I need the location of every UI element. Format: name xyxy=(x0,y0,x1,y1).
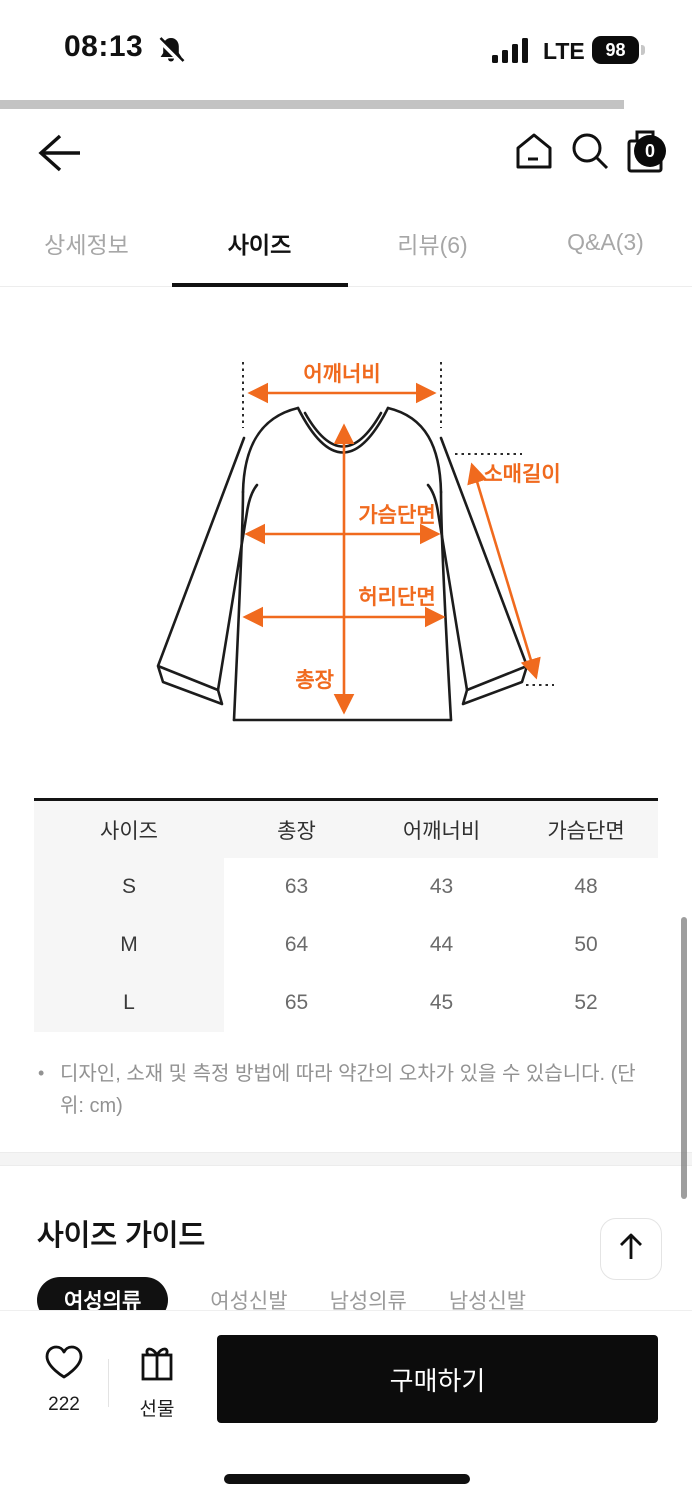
status-bar: 08:13 LTE 98 xyxy=(0,0,692,96)
label-sleeve-length: 소매길이 xyxy=(483,463,560,486)
search-button[interactable] xyxy=(562,123,618,183)
purchase-bar: 222 선물 구매하기 xyxy=(0,1310,692,1500)
like-button[interactable]: 222 xyxy=(34,1345,94,1416)
label-chest-width: 가슴단면 xyxy=(358,504,435,527)
chest-cell: 50 xyxy=(574,933,598,956)
scroll-to-top-button[interactable] xyxy=(600,1218,662,1280)
tab-reviews[interactable]: 리뷰(6) xyxy=(397,231,468,258)
like-count: 222 xyxy=(48,1394,80,1415)
table-row: M 64 44 50 xyxy=(34,916,658,974)
bullet: • xyxy=(38,1063,45,1083)
chest-cell: 52 xyxy=(574,991,598,1014)
gift-icon xyxy=(137,1347,177,1385)
scroll-progress-bar xyxy=(0,100,624,109)
shoulder-cell: 45 xyxy=(429,991,454,1014)
column-header: 총장 xyxy=(224,801,369,858)
network-type-label: LTE xyxy=(543,38,585,64)
active-tab-underline xyxy=(172,283,348,287)
label-shoulder-width: 어깨너비 xyxy=(303,363,380,386)
back-button[interactable] xyxy=(30,125,86,181)
column-header: 가슴단면 xyxy=(514,801,658,858)
mute-bell-icon xyxy=(157,36,185,69)
size-cell: M xyxy=(34,916,224,974)
battery-badge: 98 xyxy=(592,36,639,64)
label-total-length: 총장 xyxy=(295,669,334,692)
arrow-up-icon xyxy=(616,1231,646,1268)
measurement-note: • 디자인, 소재 및 측정 방법에 따라 약간의 오차가 있을 수 있습니다.… xyxy=(38,1058,656,1122)
label-waist-width: 허리단면 xyxy=(358,586,435,609)
home-button[interactable] xyxy=(506,123,562,183)
tab-size[interactable]: 사이즈 xyxy=(227,231,292,258)
gift-label: 선물 xyxy=(139,1399,175,1420)
tab-details[interactable]: 상세정보 xyxy=(44,231,129,258)
shoulder-cell: 44 xyxy=(429,933,454,956)
gift-button[interactable]: 선물 xyxy=(127,1345,187,1421)
tab-bar: 상세정보 사이즈 리뷰(6) Q&A(3) xyxy=(0,205,692,287)
shoulder-cell: 43 xyxy=(429,875,454,898)
size-measurement-diagram: 어깨너비 소매길이 가슴단면 허리단면 총장 xyxy=(130,342,600,772)
battery-tip xyxy=(641,45,645,55)
table-row: L 65 45 52 xyxy=(34,974,658,1032)
table-row: S 63 43 48 xyxy=(34,858,658,916)
note-text: 디자인, 소재 및 측정 방법에 따라 약간의 오차가 있을 수 있습니다. (… xyxy=(60,1063,636,1117)
vertical-scrollbar[interactable] xyxy=(681,917,687,1199)
category-women-shoes[interactable]: 여성신발 xyxy=(210,1290,288,1313)
cart-button[interactable]: 0 xyxy=(618,123,674,183)
size-cell: S xyxy=(34,858,224,916)
toolbar: 0 xyxy=(0,109,692,205)
signal-strength-icon xyxy=(492,38,534,69)
search-icon xyxy=(570,131,610,176)
size-cell: L xyxy=(34,974,224,1032)
clock: 08:13 xyxy=(64,30,144,63)
category-men-clothing[interactable]: 남성의류 xyxy=(329,1290,407,1313)
buy-button[interactable]: 구매하기 xyxy=(217,1335,658,1423)
column-header: 사이즈 xyxy=(34,801,224,858)
length-cell: 64 xyxy=(284,933,309,956)
scroll-progress-track xyxy=(0,100,692,109)
tab-qna[interactable]: Q&A(3) xyxy=(567,229,644,255)
divider xyxy=(108,1359,109,1407)
length-cell: 65 xyxy=(284,991,309,1014)
category-men-shoes[interactable]: 남성신발 xyxy=(448,1290,527,1313)
column-header: 어깨너비 xyxy=(369,801,514,858)
cart-count-badge: 0 xyxy=(634,135,666,167)
home-icon xyxy=(514,132,554,175)
chest-cell: 48 xyxy=(574,875,598,898)
section-divider xyxy=(0,1152,692,1166)
size-table-header-row: 사이즈 총장 어깨너비 가슴단면 xyxy=(34,801,658,858)
length-cell: 63 xyxy=(284,875,309,898)
home-indicator[interactable] xyxy=(224,1474,470,1484)
size-table: 사이즈 총장 어깨너비 가슴단면 S 63 43 48 M 64 44 50 L… xyxy=(34,798,658,1032)
back-arrow-icon xyxy=(30,134,86,185)
heart-icon xyxy=(44,1345,84,1385)
size-guide-title: 사이즈 가이드 xyxy=(37,1220,206,1252)
